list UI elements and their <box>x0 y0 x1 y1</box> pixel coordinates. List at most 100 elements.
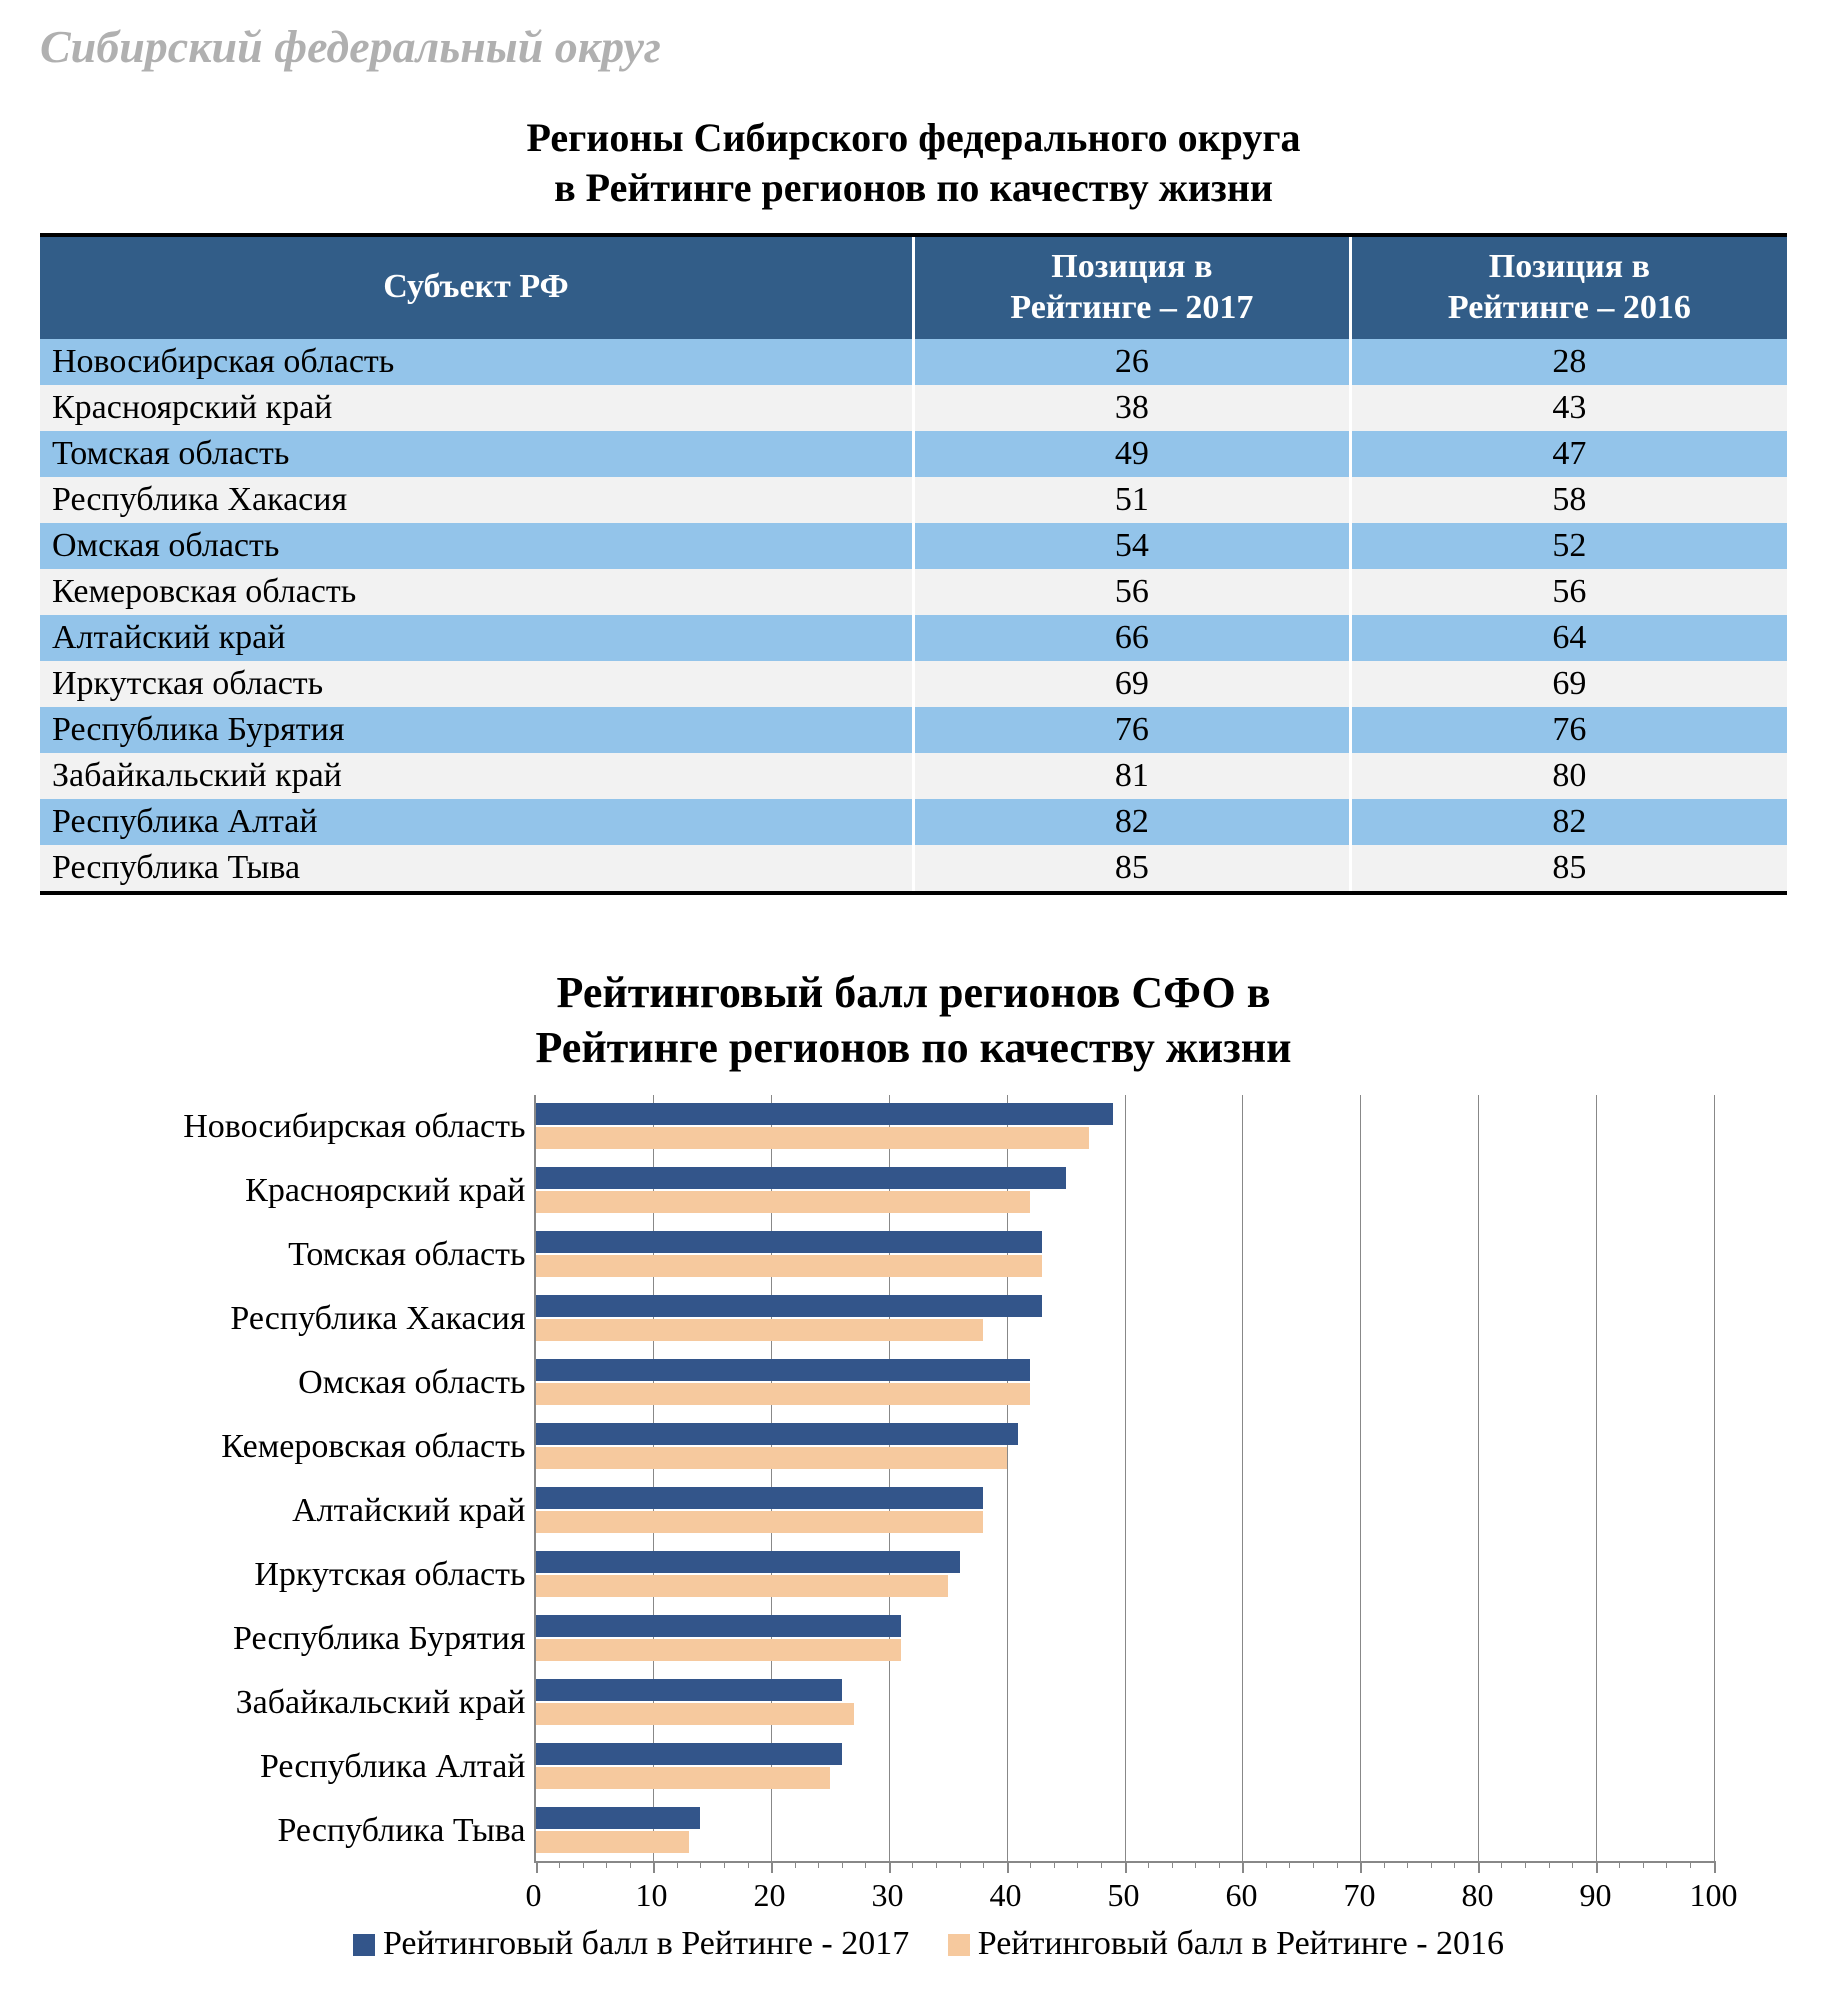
chart-bar-2016 <box>536 1703 854 1725</box>
chart-bar-2017 <box>536 1807 701 1829</box>
chart-bar-row <box>536 1223 1714 1287</box>
chart-bar-row <box>536 1351 1714 1415</box>
chart-legend: Рейтинговый балл в Рейтинге - 2017 Рейти… <box>114 1925 1714 1963</box>
table-title: Регионы Сибирского федерального округа в… <box>40 113 1787 213</box>
cell-2017: 49 <box>914 431 1351 477</box>
chart-category-label: Омская область <box>114 1351 526 1415</box>
table-row: Омская область5452 <box>40 523 1787 569</box>
table-row: Забайкальский край8180 <box>40 753 1787 799</box>
chart-bar-2016 <box>536 1639 901 1661</box>
table-header-row: Субъект РФ Позиция в Рейтинге – 2017 Поз… <box>40 235 1787 339</box>
chart-bar-row <box>536 1607 1714 1671</box>
cell-2016: 85 <box>1350 845 1787 893</box>
cell-subject: Алтайский край <box>40 615 914 661</box>
cell-2017: 85 <box>914 845 1351 893</box>
chart-category-label: Республика Алтай <box>114 1735 526 1799</box>
chart-x-tick-label: 70 <box>1344 1877 1376 1914</box>
col-2017-l2: Рейтинге – 2017 <box>1010 289 1253 326</box>
chart-bar-2017 <box>536 1103 1113 1125</box>
chart-category-label: Красноярский край <box>114 1159 526 1223</box>
chart-category-label: Иркутская область <box>114 1543 526 1607</box>
chart-bar-2016 <box>536 1319 984 1341</box>
cell-2016: 76 <box>1350 707 1787 753</box>
table-row: Томская область4947 <box>40 431 1787 477</box>
cell-subject: Новосибирская область <box>40 339 914 385</box>
chart-category-label: Новосибирская область <box>114 1095 526 1159</box>
chart-category-label: Республика Тыва <box>114 1799 526 1863</box>
chart-x-tick-label: 40 <box>990 1877 1022 1914</box>
chart-bar-2016 <box>536 1447 1007 1469</box>
chart-bar-row <box>536 1799 1714 1863</box>
cell-subject: Томская область <box>40 431 914 477</box>
legend-label-2017: Рейтинговый балл в Рейтинге - 2017 <box>383 1925 909 1962</box>
table-row: Кемеровская область5656 <box>40 569 1787 615</box>
chart-category-label: Алтайский край <box>114 1479 526 1543</box>
cell-2016: 43 <box>1350 385 1787 431</box>
cell-2017: 76 <box>914 707 1351 753</box>
cell-2017: 26 <box>914 339 1351 385</box>
chart-x-tick-label: 100 <box>1690 1877 1738 1914</box>
table-row: Красноярский край3843 <box>40 385 1787 431</box>
cell-2017: 56 <box>914 569 1351 615</box>
chart-x-tick-label: 60 <box>1226 1877 1258 1914</box>
legend-swatch-2017 <box>353 1934 375 1956</box>
chart-title-line2: Рейтинге регионов по качеству жизни <box>536 1023 1292 1072</box>
col-subject: Субъект РФ <box>40 235 914 339</box>
chart-bar-row <box>536 1095 1714 1159</box>
chart-category-label: Республика Бурятия <box>114 1607 526 1671</box>
chart-bar-2016 <box>536 1191 1031 1213</box>
chart-bar-2017 <box>536 1743 842 1765</box>
cell-2016: 28 <box>1350 339 1787 385</box>
table-row: Новосибирская область2628 <box>40 339 1787 385</box>
cell-2016: 82 <box>1350 799 1787 845</box>
chart-bar-2017 <box>536 1487 984 1509</box>
table-title-line1: Регионы Сибирского федерального округа <box>526 115 1300 160</box>
chart-bar-row <box>536 1287 1714 1351</box>
cell-2017: 66 <box>914 615 1351 661</box>
chart-x-tick-label: 90 <box>1580 1877 1612 1914</box>
chart-x-tick-label: 50 <box>1108 1877 1140 1914</box>
chart-bar-2016 <box>536 1767 831 1789</box>
chart-bar-2017 <box>536 1423 1019 1445</box>
cell-2017: 69 <box>914 661 1351 707</box>
cell-subject: Республика Тыва <box>40 845 914 893</box>
col-2017-l1: Позиция в <box>1051 248 1212 285</box>
chart-bar-2016 <box>536 1575 948 1597</box>
cell-2017: 81 <box>914 753 1351 799</box>
cell-subject: Красноярский край <box>40 385 914 431</box>
legend-swatch-2016 <box>948 1934 970 1956</box>
cell-subject: Забайкальский край <box>40 753 914 799</box>
chart-title: Рейтинговый балл регионов СФО в Рейтинге… <box>40 965 1787 1075</box>
chart-tick-major <box>1714 1861 1716 1873</box>
chart-gridline <box>1714 1095 1715 1861</box>
chart-bar-2017 <box>536 1615 901 1637</box>
chart-title-line1: Рейтинговый балл регионов СФО в <box>557 968 1271 1017</box>
chart-bar-2017 <box>536 1231 1043 1253</box>
cell-2016: 58 <box>1350 477 1787 523</box>
table-row: Республика Хакасия5158 <box>40 477 1787 523</box>
chart-category-label: Республика Хакасия <box>114 1287 526 1351</box>
col-2016-l1: Позиция в <box>1489 248 1650 285</box>
chart-bar-row <box>536 1159 1714 1223</box>
chart-bar-row <box>536 1671 1714 1735</box>
cell-subject: Кемеровская область <box>40 569 914 615</box>
chart-category-label: Томская область <box>114 1223 526 1287</box>
cell-subject: Республика Бурятия <box>40 707 914 753</box>
chart-bar-2016 <box>536 1127 1090 1149</box>
cell-2016: 47 <box>1350 431 1787 477</box>
cell-subject: Иркутская область <box>40 661 914 707</box>
chart-x-tick-label: 20 <box>754 1877 786 1914</box>
chart-bar-row <box>536 1479 1714 1543</box>
chart-bar-2017 <box>536 1359 1031 1381</box>
chart-x-tick-label: 80 <box>1462 1877 1494 1914</box>
chart-bar-row <box>536 1415 1714 1479</box>
legend-label-2016: Рейтинговый балл в Рейтинге - 2016 <box>978 1925 1504 1962</box>
cell-2016: 80 <box>1350 753 1787 799</box>
cell-2017: 82 <box>914 799 1351 845</box>
table-row: Иркутская область6969 <box>40 661 1787 707</box>
chart-bar-2017 <box>536 1167 1066 1189</box>
col-2017: Позиция в Рейтинге – 2017 <box>914 235 1351 339</box>
chart-plot-area <box>534 1095 1714 1863</box>
rating-table: Субъект РФ Позиция в Рейтинге – 2017 Поз… <box>40 233 1787 895</box>
page-region-header: Сибирский федеральный округ <box>40 20 1787 73</box>
